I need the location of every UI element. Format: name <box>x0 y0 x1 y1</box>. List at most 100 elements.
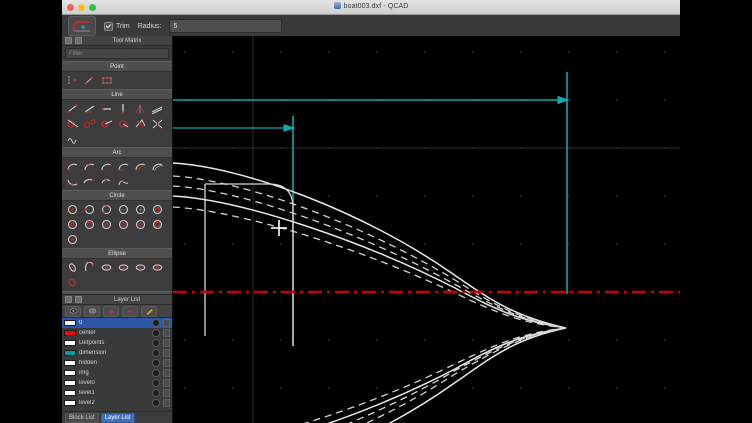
layer-row-img[interactable]: img <box>62 368 172 378</box>
ellipse-arc-icon[interactable] <box>81 260 98 275</box>
tab-block-list[interactable]: Block List <box>65 412 99 423</box>
layer-row-defpoints[interactable]: Defpoints <box>62 338 172 348</box>
line-parallel-icon[interactable] <box>149 101 166 116</box>
line-horizontal-icon[interactable] <box>98 101 115 116</box>
arc-chord-icon[interactable] <box>132 159 149 174</box>
line-bisector-icon[interactable] <box>132 101 149 116</box>
layer-visibility-icon[interactable] <box>152 399 160 407</box>
layer-lock-icon[interactable] <box>163 319 170 327</box>
line-polygon2-icon[interactable] <box>149 116 166 131</box>
point-single-icon[interactable] <box>64 73 81 88</box>
circle-center-radius-icon[interactable] <box>64 202 81 217</box>
layer-row-hidden[interactable]: hidden <box>62 358 172 368</box>
circle-2p-icon[interactable] <box>81 202 98 217</box>
layer-lock-icon[interactable] <box>163 399 170 407</box>
group-title-spline[interactable]: Spline <box>62 291 172 294</box>
layer-visibility-icon[interactable] <box>152 369 160 377</box>
layer-lock-icon[interactable] <box>163 389 170 397</box>
ellipse-tangent-icon[interactable] <box>149 260 166 275</box>
tab-layer-list[interactable]: Layer List <box>100 412 135 423</box>
radius-input[interactable]: 5 <box>169 19 283 33</box>
close-panel-icon[interactable] <box>75 37 82 44</box>
ellipse-center-icon[interactable] <box>132 260 149 275</box>
ellipse-rotated-icon[interactable] <box>64 275 81 290</box>
point-grid-icon[interactable] <box>98 73 115 88</box>
minimize-button[interactable] <box>78 4 85 11</box>
show-all-layers-button[interactable] <box>65 305 81 317</box>
layer-row-dimension[interactable]: dimension <box>62 348 172 358</box>
group-title-ellipse[interactable]: Ellipse <box>62 248 172 259</box>
float-icon[interactable] <box>65 37 72 44</box>
circle-tangent3-icon[interactable] <box>81 217 98 232</box>
layer-row-level2[interactable]: level2 <box>62 398 172 408</box>
circle-arc-convert-icon[interactable] <box>64 232 81 247</box>
circle-tangent-point-icon[interactable] <box>149 217 166 232</box>
ellipse-axis-icon[interactable] <box>64 260 81 275</box>
layer-visibility-icon[interactable] <box>152 349 160 357</box>
layer-visibility-icon[interactable] <box>152 359 160 367</box>
canvas-viewport[interactable] <box>173 36 680 423</box>
arc-polyline-icon[interactable] <box>115 174 132 189</box>
tool-filter-input[interactable]: Filter <box>65 48 169 59</box>
arc-angle-icon[interactable] <box>115 159 132 174</box>
circle-diameter-icon[interactable] <box>115 202 132 217</box>
layer-float-icon[interactable] <box>65 296 72 303</box>
layer-lock-icon[interactable] <box>163 339 170 347</box>
layer-lock-icon[interactable] <box>163 369 170 377</box>
circle-3t-icon[interactable] <box>115 217 132 232</box>
layer-row-level1[interactable]: level1 <box>62 388 172 398</box>
layer-visibility-icon[interactable] <box>152 339 160 347</box>
line-relative-angle-icon[interactable] <box>115 116 132 131</box>
layer-row-0[interactable]: 0 <box>62 318 172 328</box>
fillet-tool-icon[interactable] <box>68 16 96 36</box>
layer-visibility-icon[interactable] <box>152 329 160 337</box>
drawing-canvas[interactable] <box>173 36 680 423</box>
line-freehand-icon[interactable] <box>64 131 81 146</box>
hide-all-layers-button[interactable] <box>84 305 100 317</box>
line-vertical-icon[interactable] <box>115 101 132 116</box>
circle-concentric-icon[interactable] <box>149 202 166 217</box>
group-title-line[interactable]: Line <box>62 89 172 100</box>
line-orthogonal-icon[interactable] <box>98 116 115 131</box>
add-layer-button[interactable] <box>103 305 119 317</box>
circle-3p-icon[interactable] <box>98 202 115 217</box>
point-divide-icon[interactable] <box>81 73 98 88</box>
line-2p-icon[interactable] <box>64 101 81 116</box>
arc-concentric-icon[interactable] <box>149 159 166 174</box>
line-polygon-icon[interactable] <box>132 116 149 131</box>
layer-lock-icon[interactable] <box>163 349 170 357</box>
layer-lock-icon[interactable] <box>163 359 170 367</box>
zoom-button[interactable] <box>89 4 96 11</box>
layer-lock-icon[interactable] <box>163 379 170 387</box>
layer-visibility-icon[interactable] <box>152 379 160 387</box>
group-title-circle[interactable]: Circle <box>62 190 172 201</box>
circle-inscribed-icon[interactable] <box>132 217 149 232</box>
arc-tangential-icon[interactable] <box>98 159 115 174</box>
group-title-point[interactable]: Point <box>62 61 172 72</box>
line-tangent-icon[interactable] <box>64 116 81 131</box>
arc-center-icon[interactable] <box>64 159 81 174</box>
layer-visibility-icon[interactable] <box>152 319 160 327</box>
trim-checkbox[interactable]: Trim <box>104 21 130 31</box>
layer-visibility-icon[interactable] <box>152 389 160 397</box>
group-title-arc[interactable]: Arc <box>62 147 172 158</box>
circle-2t-radius-icon[interactable] <box>98 217 115 232</box>
layer-close-icon[interactable] <box>75 296 82 303</box>
remove-layer-button[interactable] <box>122 305 138 317</box>
window-controls[interactable] <box>67 4 96 11</box>
edit-layer-button[interactable] <box>141 305 157 317</box>
arc-two-point-icon[interactable] <box>98 174 115 189</box>
circle-tangent2-icon[interactable] <box>64 217 81 232</box>
layer-lock-icon[interactable] <box>163 329 170 337</box>
trim-checkbox-box[interactable] <box>104 21 113 31</box>
line-tangent2-icon[interactable] <box>81 116 98 131</box>
layer-row-center[interactable]: center <box>62 328 172 338</box>
line-angle-icon[interactable] <box>81 101 98 116</box>
layer-row-level0[interactable]: level0 <box>62 378 172 388</box>
circle-tangent-icon[interactable] <box>132 202 149 217</box>
arc-tangent-line-icon[interactable] <box>81 174 98 189</box>
ellipse-inscribed-icon[interactable] <box>98 260 115 275</box>
ellipse-4p-icon[interactable] <box>115 260 132 275</box>
close-button[interactable] <box>67 4 74 11</box>
arc-3p-icon[interactable] <box>81 159 98 174</box>
